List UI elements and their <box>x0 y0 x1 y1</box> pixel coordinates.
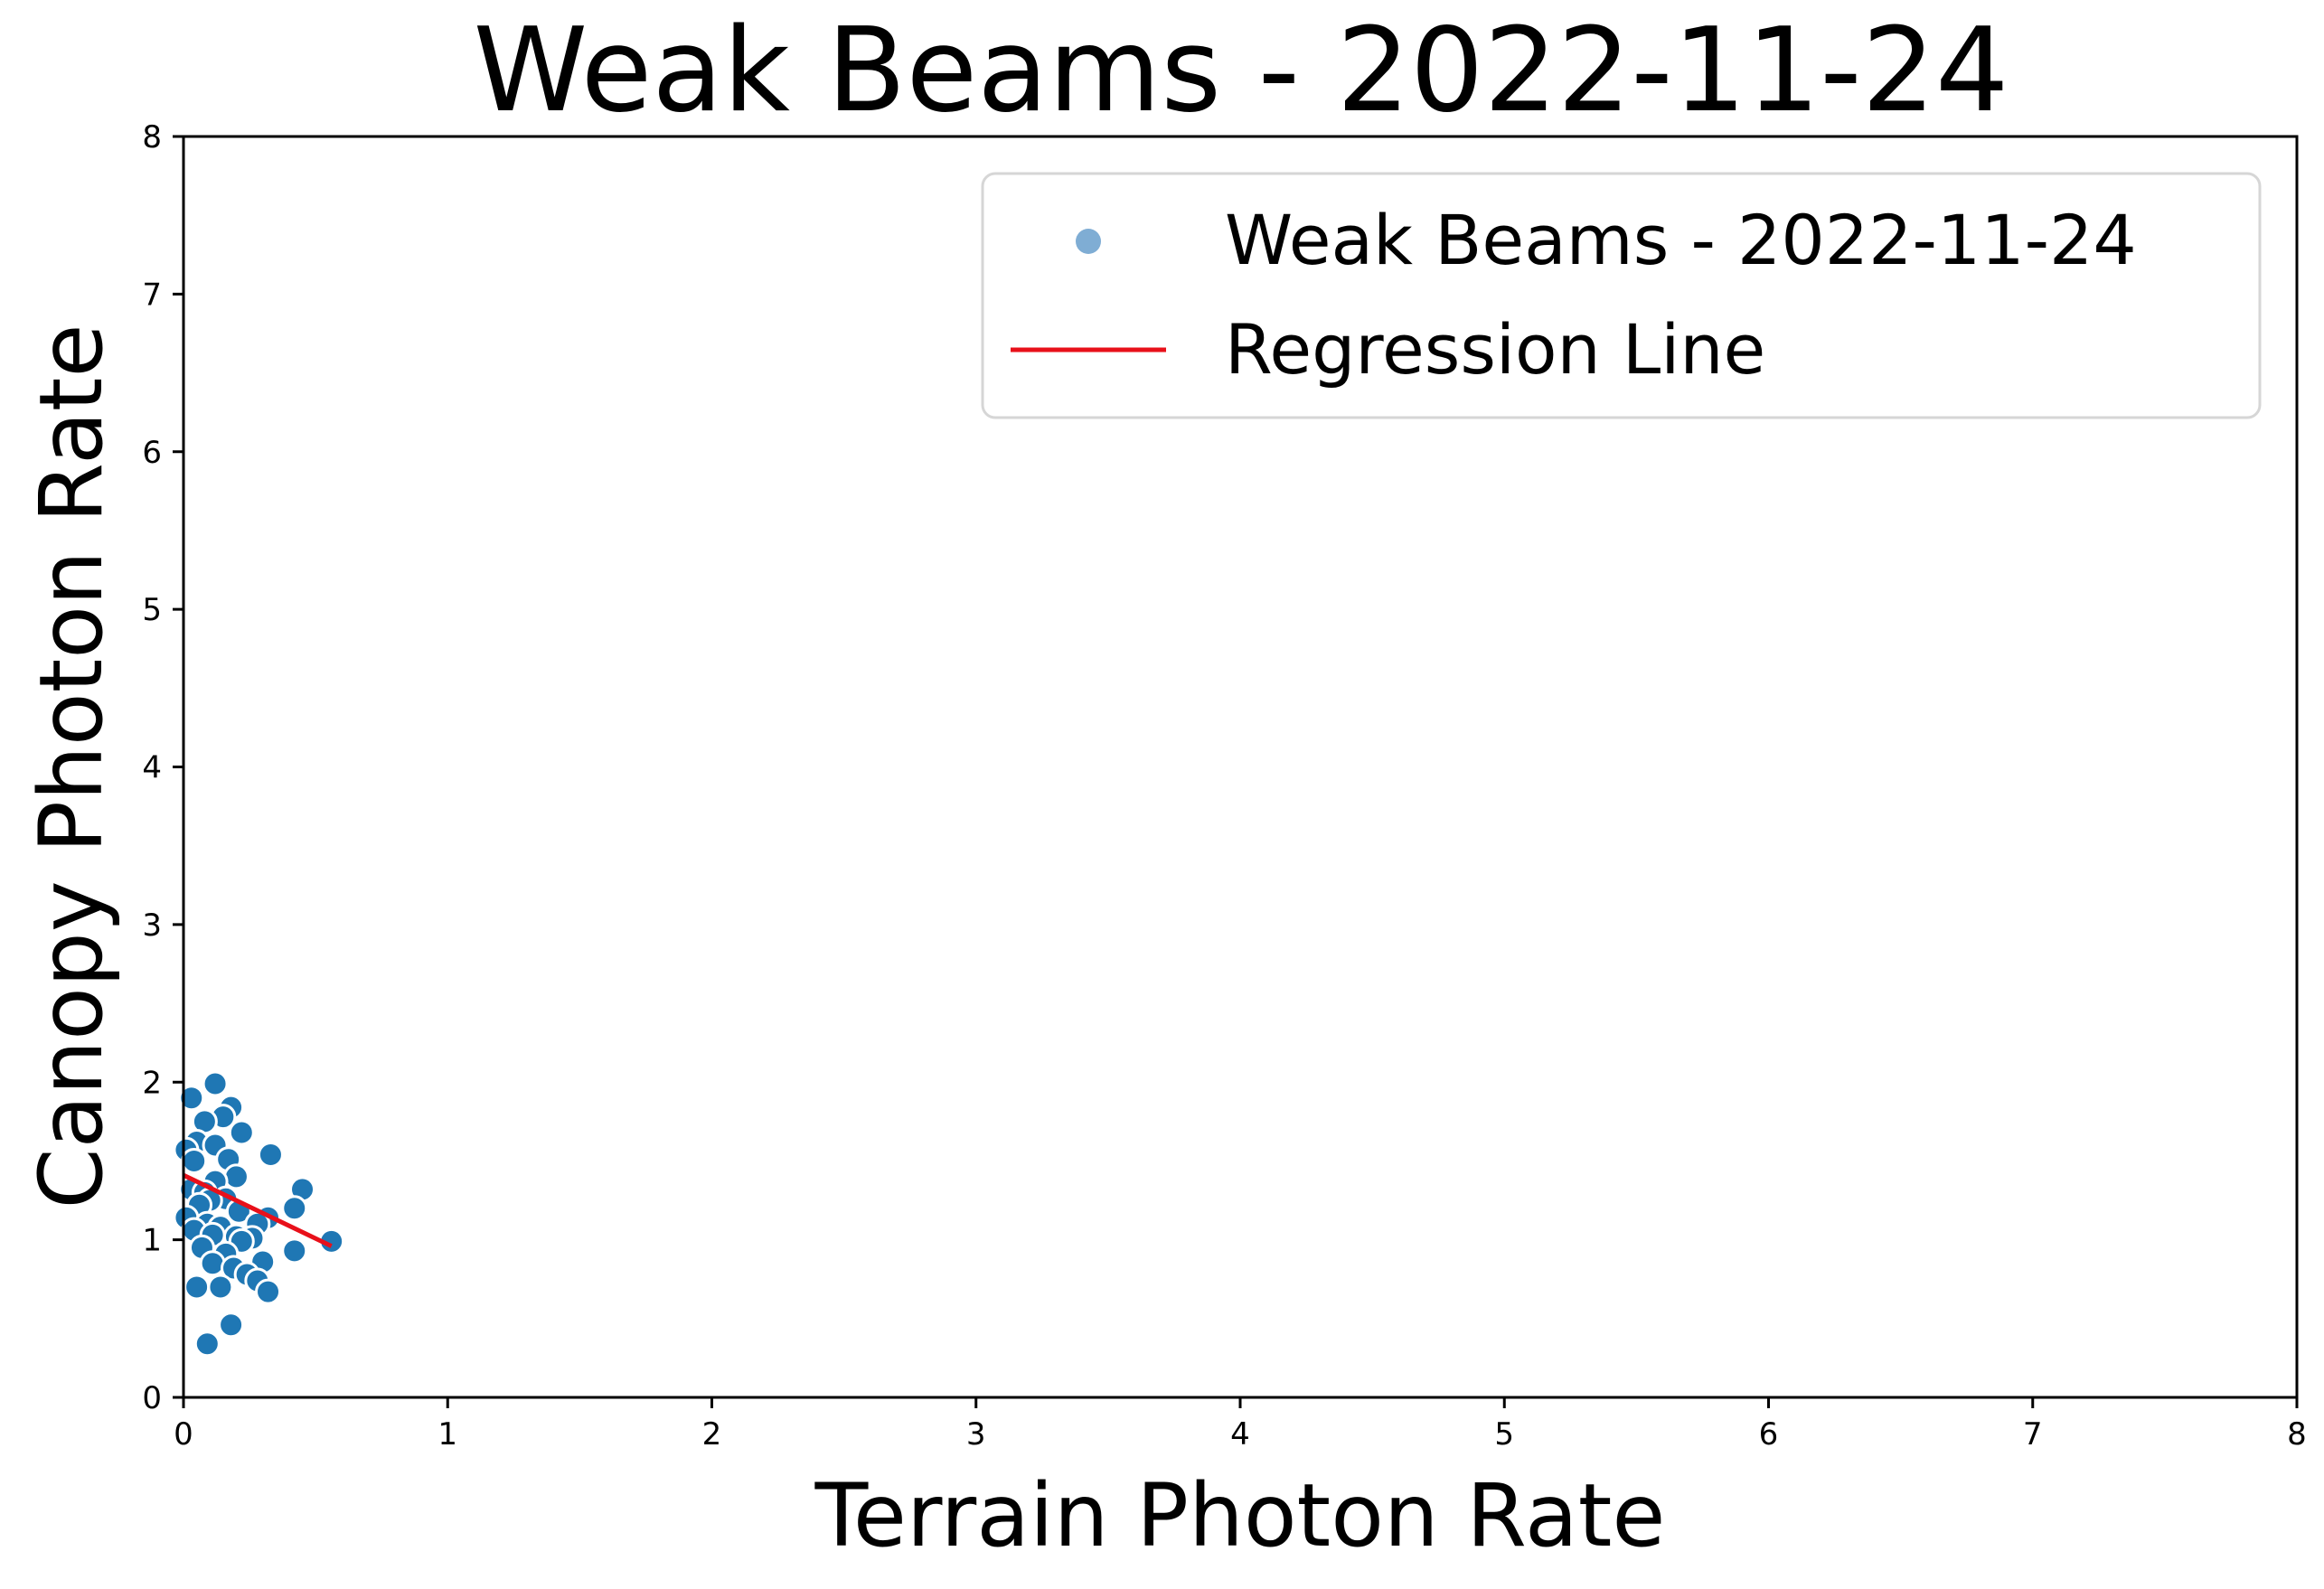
y-tick-label: 6 <box>142 435 162 471</box>
y-axis-ticks: 0 1 2 3 4 5 6 7 8 <box>142 119 183 1416</box>
x-tick-label: 4 <box>1230 1416 1250 1453</box>
scatter-point <box>228 1119 255 1146</box>
y-tick-label: 0 <box>142 1380 162 1416</box>
legend-label-regression: Regression Line <box>1225 309 1765 390</box>
x-tick-label: 3 <box>966 1416 986 1453</box>
x-tick-label: 8 <box>2287 1416 2307 1453</box>
y-tick-label: 8 <box>142 119 162 155</box>
y-tick-label: 4 <box>142 750 162 786</box>
scatter-point <box>207 1274 234 1301</box>
scatter-point <box>193 1330 221 1358</box>
scatter-point <box>255 1278 282 1305</box>
legend-frame <box>981 172 2262 419</box>
x-axis-label: Terrain Photon Rate <box>814 1465 1666 1566</box>
scatter-point <box>281 1195 308 1222</box>
regression-line <box>182 1172 333 1248</box>
scatter-point <box>183 1274 211 1301</box>
regression-layer <box>182 1172 333 1248</box>
scatter-point <box>178 1085 205 1112</box>
legend: Weak Beams - 2022-11-24 Regression Line <box>981 172 2262 419</box>
legend-marker-icon <box>1076 229 1101 254</box>
scatter-point <box>202 1070 229 1097</box>
x-tick-label: 7 <box>2023 1416 2043 1453</box>
points-layer <box>173 1070 345 1358</box>
scatter-point <box>257 1141 284 1168</box>
x-tick-label: 1 <box>438 1416 457 1453</box>
y-tick-label: 5 <box>142 592 162 628</box>
legend-label-points: Weak Beams - 2022-11-24 <box>1225 200 2137 280</box>
scatter-point <box>222 1163 249 1190</box>
x-tick-label: 5 <box>1494 1416 1514 1453</box>
scatter-point <box>218 1312 245 1339</box>
y-tick-label: 1 <box>142 1223 162 1259</box>
y-tick-label: 3 <box>142 907 162 944</box>
x-tick-label: 2 <box>702 1416 722 1453</box>
scatter-point <box>181 1147 208 1174</box>
y-tick-label: 2 <box>142 1065 162 1101</box>
chart-title: Weak Beams - 2022-11-24 <box>474 4 2009 138</box>
y-tick-label: 7 <box>142 277 162 313</box>
scatter-point <box>281 1237 308 1265</box>
x-tick-label: 6 <box>1759 1416 1779 1453</box>
scatter-point <box>199 1250 226 1277</box>
x-axis-ticks: 0 1 2 3 4 5 6 7 8 <box>174 1397 2307 1453</box>
x-tick-label: 0 <box>174 1416 193 1453</box>
y-axis-label: Canopy Photon Rate <box>21 324 122 1208</box>
